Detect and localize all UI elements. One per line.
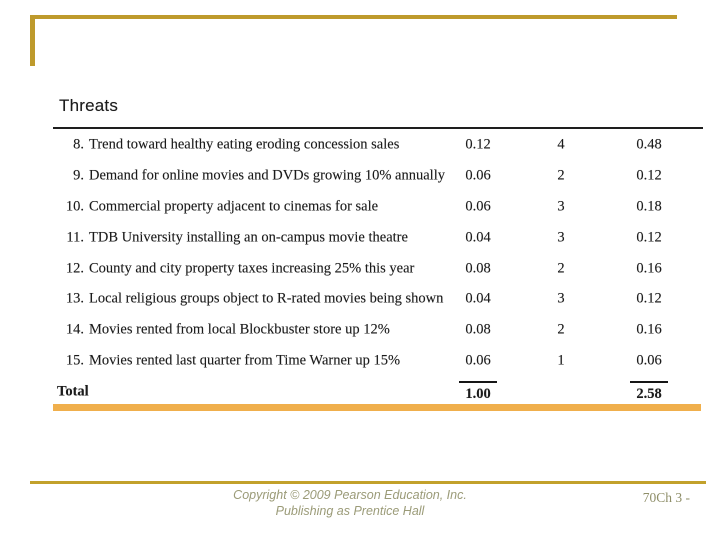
row-number: 9. <box>73 167 84 184</box>
rating-cell: 2 <box>557 260 565 277</box>
row-number: 8. <box>73 136 84 153</box>
rating-cell: 2 <box>557 321 565 338</box>
table-row: 10. Commercial property adjacent to cinem… <box>53 192 703 223</box>
row-description: 11. TDB University installing an on-campu… <box>57 229 408 246</box>
table-row: 15. Movies rented last quarter from Time … <box>53 346 703 377</box>
weight-cell: 0.06 <box>465 198 491 215</box>
page-number: 70Ch 3 - <box>642 490 690 505</box>
weight-cell: 0.04 <box>465 229 491 246</box>
table-row: 13. Local religious groups object to R-ra… <box>53 284 703 315</box>
row-description: 15. Movies rented last quarter from Time … <box>57 352 400 369</box>
score-cell: 0.12 <box>636 167 662 184</box>
row-number: 15. <box>65 352 84 369</box>
table-row: 8. Trend toward healthy eating eroding co… <box>53 130 703 161</box>
row-text: Trend toward healthy eating eroding conc… <box>89 136 400 153</box>
row-number: 12. <box>65 260 84 277</box>
footer-separator-line <box>30 481 706 484</box>
row-text: TDB University installing an on-campus m… <box>89 229 408 246</box>
total-weight-value: 1.00 <box>459 380 497 403</box>
row-text: Demand for online movies and DVDs growin… <box>89 167 445 184</box>
row-number: 13. <box>65 290 84 307</box>
table-bottom-gold-bar <box>53 404 701 411</box>
row-text: Commercial property adjacent to cinemas … <box>89 198 379 215</box>
row-number: 14. <box>65 321 84 338</box>
copyright-line-2: Publishing as Prentice Hall <box>275 503 425 518</box>
score-cell: 0.18 <box>636 198 662 215</box>
table-rows-container: 8. Trend toward healthy eating eroding co… <box>53 130 703 376</box>
table-row: 9. Demand for online movies and DVDs grow… <box>53 161 703 192</box>
rating-cell: 3 <box>557 198 565 215</box>
row-description: 12. County and city property taxes increa… <box>57 260 414 277</box>
rating-cell: 1 <box>557 352 565 369</box>
top-frame-vertical-bar <box>30 15 35 66</box>
row-text: Local religious groups object to R-rated… <box>89 290 444 307</box>
copyright-line-1: Copyright © 2009 Pearson Education, Inc. <box>233 488 467 502</box>
weight-cell: 0.08 <box>465 321 491 338</box>
row-text: County and city property taxes increasin… <box>89 260 415 277</box>
threats-table: 8. Trend toward healthy eating eroding co… <box>53 130 703 407</box>
weight-cell: 0.04 <box>465 290 491 307</box>
row-description: 10. Commercial property adjacent to cinem… <box>57 198 378 215</box>
weight-cell: 0.06 <box>465 167 491 184</box>
weight-cell: 0.06 <box>465 352 491 369</box>
row-description: 9. Demand for online movies and DVDs grow… <box>57 168 445 185</box>
score-cell: 0.48 <box>636 136 662 153</box>
total-row: Total 1.00 2.58 <box>53 376 703 407</box>
rating-cell: 3 <box>557 290 565 307</box>
slide-title: Threats <box>59 96 119 115</box>
total-weight-cell: 1.00 <box>438 380 518 403</box>
total-score-value: 2.58 <box>630 380 668 403</box>
total-label: Total <box>57 383 89 400</box>
total-score-cell: 2.58 <box>609 380 689 403</box>
row-number: 10. <box>65 198 84 215</box>
rating-cell: 4 <box>557 136 565 153</box>
weight-cell: 0.12 <box>465 136 491 153</box>
row-description: 8. Trend toward healthy eating eroding co… <box>57 137 399 154</box>
score-cell: 0.16 <box>636 321 662 338</box>
score-cell: 0.16 <box>636 260 662 277</box>
table-row: 12. County and city property taxes increa… <box>53 253 703 284</box>
rating-cell: 2 <box>557 167 565 184</box>
score-cell: 0.12 <box>636 229 662 246</box>
score-cell: 0.12 <box>636 290 662 307</box>
row-description: 14. Movies rented from local Blockbuster … <box>57 322 390 339</box>
score-cell: 0.06 <box>636 352 662 369</box>
rating-cell: 3 <box>557 229 565 246</box>
table-header-separator <box>53 127 703 129</box>
row-number: 11. <box>66 229 84 246</box>
table-row: 14. Movies rented from local Blockbuster … <box>53 315 703 346</box>
top-frame-horizontal-line <box>30 15 677 19</box>
copyright-text: Copyright © 2009 Pearson Education, Inc.… <box>165 488 535 519</box>
row-text: Movies rented last quarter from Time War… <box>89 352 401 369</box>
table-row: 11. TDB University installing an on-campu… <box>53 222 703 253</box>
row-description: 13. Local religious groups object to R-ra… <box>57 290 444 308</box>
row-text: Movies rented from local Blockbuster sto… <box>89 321 390 338</box>
weight-cell: 0.08 <box>465 260 491 277</box>
